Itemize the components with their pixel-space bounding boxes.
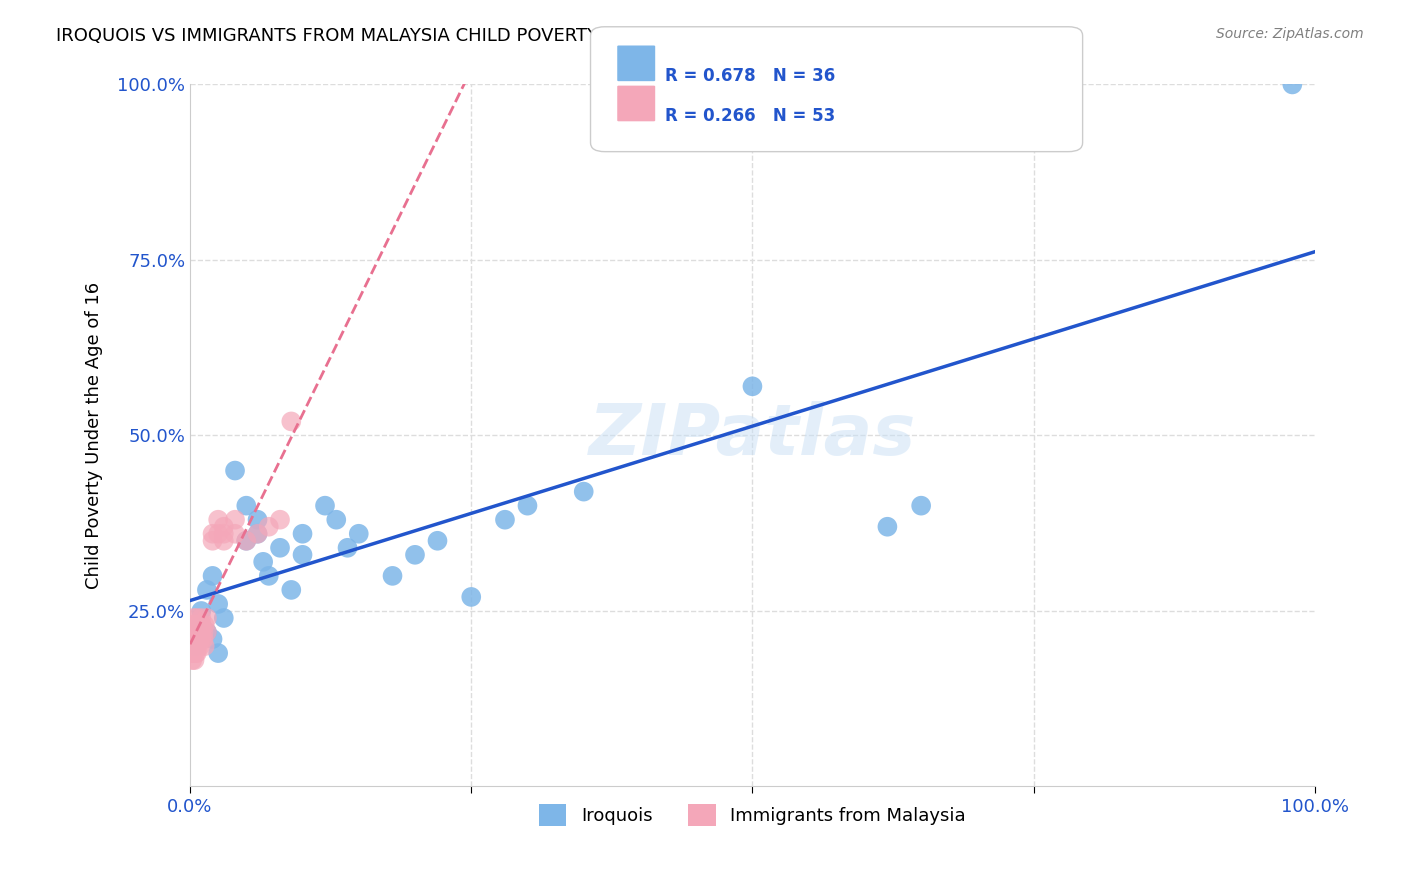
- Point: [184, 639, 207, 653]
- Text: ZIPatlas: ZIPatlas: [589, 401, 917, 470]
- Point: [212, 533, 235, 548]
- Point: [187, 632, 209, 646]
- Point: [212, 526, 235, 541]
- Point: [572, 484, 595, 499]
- Point: [257, 519, 280, 533]
- Point: [184, 632, 207, 646]
- Point: [195, 625, 218, 640]
- Point: [180, 639, 202, 653]
- Point: [188, 632, 211, 646]
- Point: [257, 569, 280, 583]
- Point: [181, 653, 204, 667]
- Point: [910, 499, 932, 513]
- Point: [187, 618, 209, 632]
- Point: [201, 632, 224, 646]
- Point: [224, 513, 246, 527]
- Point: [347, 526, 370, 541]
- Point: [381, 569, 404, 583]
- Point: [426, 533, 449, 548]
- Point: [190, 618, 212, 632]
- Point: [183, 639, 205, 653]
- Point: [207, 597, 229, 611]
- Text: Source: ZipAtlas.com: Source: ZipAtlas.com: [1216, 27, 1364, 41]
- Point: [252, 555, 274, 569]
- Point: [314, 499, 336, 513]
- Point: [404, 548, 426, 562]
- Text: IROQUOIS VS IMMIGRANTS FROM MALAYSIA CHILD POVERTY UNDER THE AGE OF 16 CORRELATI: IROQUOIS VS IMMIGRANTS FROM MALAYSIA CHI…: [56, 27, 1012, 45]
- Point: [876, 519, 898, 533]
- Point: [280, 414, 302, 428]
- Point: [516, 499, 538, 513]
- Point: [325, 513, 347, 527]
- Point: [212, 519, 235, 533]
- Y-axis label: Child Poverty Under the Age of 16: Child Poverty Under the Age of 16: [86, 282, 103, 589]
- Point: [195, 611, 218, 625]
- Point: [184, 618, 207, 632]
- Point: [212, 611, 235, 625]
- Point: [183, 611, 205, 625]
- Point: [460, 590, 482, 604]
- Point: [201, 526, 224, 541]
- Point: [224, 526, 246, 541]
- Point: [190, 611, 212, 625]
- Point: [186, 625, 208, 640]
- Point: [188, 618, 211, 632]
- Point: [269, 513, 291, 527]
- Point: [201, 569, 224, 583]
- Point: [181, 618, 204, 632]
- Point: [195, 582, 218, 597]
- Point: [194, 618, 217, 632]
- Point: [183, 639, 205, 653]
- Point: [207, 526, 229, 541]
- Point: [183, 653, 205, 667]
- Point: [181, 632, 204, 646]
- Text: R = 0.678   N = 36: R = 0.678 N = 36: [665, 67, 835, 85]
- Point: [193, 625, 215, 640]
- Point: [1281, 78, 1303, 92]
- Point: [188, 639, 211, 653]
- Point: [246, 513, 269, 527]
- Point: [188, 625, 211, 640]
- Point: [184, 639, 207, 653]
- Point: [269, 541, 291, 555]
- Point: [224, 464, 246, 478]
- Point: [183, 618, 205, 632]
- Point: [291, 548, 314, 562]
- Point: [235, 499, 257, 513]
- Text: R = 0.266   N = 53: R = 0.266 N = 53: [665, 107, 835, 125]
- Point: [183, 646, 205, 660]
- Point: [336, 541, 359, 555]
- Point: [291, 526, 314, 541]
- Legend: Iroquois, Immigrants from Malaysia: Iroquois, Immigrants from Malaysia: [531, 797, 973, 834]
- Point: [207, 646, 229, 660]
- Point: [184, 625, 207, 640]
- Point: [190, 604, 212, 618]
- Point: [207, 513, 229, 527]
- Point: [194, 639, 217, 653]
- Point: [190, 618, 212, 632]
- Point: [190, 632, 212, 646]
- Point: [741, 379, 763, 393]
- Point: [195, 625, 218, 640]
- Point: [186, 646, 208, 660]
- Point: [180, 646, 202, 660]
- Point: [246, 526, 269, 541]
- Point: [186, 611, 208, 625]
- Point: [184, 646, 207, 660]
- Point: [235, 533, 257, 548]
- Point: [246, 526, 269, 541]
- Point: [180, 625, 202, 640]
- Point: [187, 639, 209, 653]
- Point: [193, 632, 215, 646]
- Point: [190, 625, 212, 640]
- Point: [183, 632, 205, 646]
- Point: [235, 533, 257, 548]
- Point: [183, 625, 205, 640]
- Point: [201, 533, 224, 548]
- Point: [280, 582, 302, 597]
- Point: [494, 513, 516, 527]
